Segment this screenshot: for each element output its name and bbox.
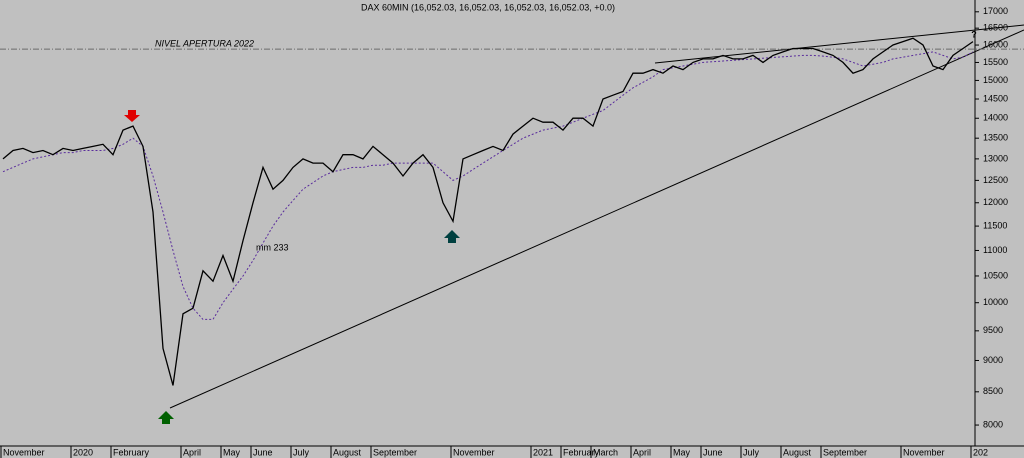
trend-line (654, 24, 1024, 64)
x-tick-label: November (3, 447, 45, 457)
y-tick-label: 14500 (983, 93, 1008, 103)
x-tick-label: September (373, 447, 417, 457)
y-tick-label: 15000 (983, 75, 1008, 85)
x-tick-label: May (673, 447, 691, 457)
buy-arrow (444, 230, 460, 243)
annotation: ? (971, 29, 977, 39)
y-tick-label: 13500 (983, 133, 1008, 143)
x-tick-label: 2020 (73, 447, 93, 457)
y-tick-label: 15500 (983, 57, 1008, 67)
sell-arrow (124, 110, 140, 122)
x-tick-label: May (223, 447, 241, 457)
price-line (2, 37, 974, 386)
y-tick-label: 17000 (983, 6, 1008, 16)
x-tick-label: June (703, 447, 723, 457)
series-label: mm 233 (256, 242, 289, 252)
y-tick-label: 8000 (983, 419, 1003, 429)
chart-title: DAX 60MIN (16,052.03, 16,052.03, 16,052.… (361, 2, 615, 12)
y-tick-label: 11000 (983, 245, 1007, 255)
y-tick-label: 13000 (983, 153, 1008, 163)
y-tick-label: 14000 (983, 113, 1008, 123)
x-tick-label: April (183, 447, 201, 457)
trend-line (169, 29, 1024, 409)
reference-label: NIVEL APERTURA 2022 (155, 39, 254, 49)
x-tick-label: April (633, 447, 651, 457)
x-tick-label: 2021 (533, 447, 553, 457)
x-tick-label: 202 (973, 447, 988, 457)
y-tick-label: 9500 (983, 325, 1003, 335)
moving-average-line (2, 51, 974, 320)
y-tick-label: 12500 (983, 175, 1008, 185)
x-tick-label: March (593, 447, 618, 457)
x-tick-label: June (253, 447, 273, 457)
x-tick-label: February (113, 447, 150, 457)
y-tick-label: 10500 (983, 270, 1008, 280)
x-tick-label: November (453, 447, 495, 457)
x-tick-label: February (563, 447, 600, 457)
x-tick-label: September (823, 447, 867, 457)
x-tick-label: November (903, 447, 945, 457)
y-tick-label: 9000 (983, 355, 1003, 365)
y-tick-label: 16500 (983, 23, 1008, 33)
x-tick-label: July (743, 447, 760, 457)
y-tick-label: 16000 (983, 39, 1008, 49)
x-tick-label: August (783, 447, 812, 457)
y-tick-label: 11500 (983, 220, 1007, 230)
y-tick-label: 8500 (983, 386, 1003, 396)
x-tick-label: August (333, 447, 362, 457)
buy-arrow (158, 411, 174, 424)
y-tick-label: 10000 (983, 297, 1008, 307)
x-tick-label: July (293, 447, 310, 457)
y-tick-label: 12000 (983, 197, 1008, 207)
